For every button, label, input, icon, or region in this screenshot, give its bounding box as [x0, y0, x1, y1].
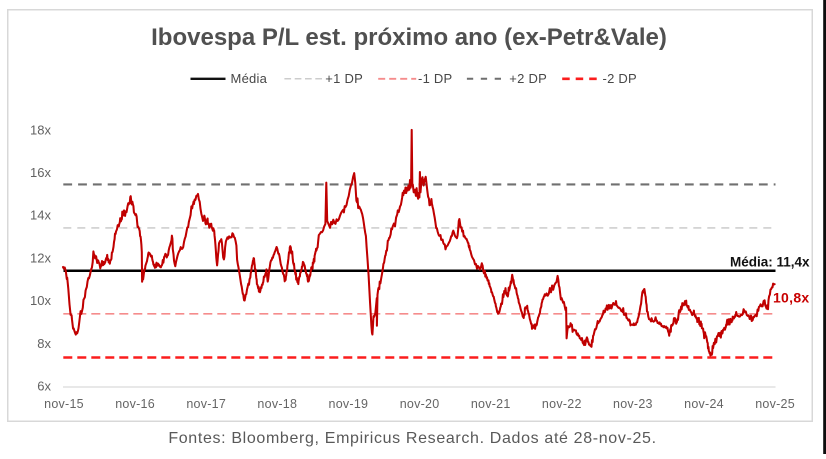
svg-text:nov-25: nov-25	[755, 397, 795, 411]
svg-text:-2 DP: -2 DP	[603, 71, 637, 86]
svg-text:+2 DP: +2 DP	[509, 71, 547, 86]
svg-text:10x: 10x	[30, 293, 51, 308]
svg-text:nov-18: nov-18	[257, 397, 297, 411]
svg-text:nov-24: nov-24	[684, 397, 724, 411]
svg-text:nov-16: nov-16	[115, 397, 155, 411]
svg-text:16x: 16x	[30, 165, 51, 180]
svg-text:+1 DP: +1 DP	[325, 71, 363, 86]
svg-text:14x: 14x	[30, 208, 51, 223]
svg-text:18x: 18x	[30, 122, 51, 137]
svg-text:Média: Média	[231, 71, 268, 86]
svg-text:nov-17: nov-17	[186, 397, 226, 411]
svg-text:12x: 12x	[30, 250, 51, 265]
svg-text:10,8x: 10,8x	[773, 290, 810, 306]
svg-text:nov-15: nov-15	[44, 397, 84, 411]
svg-text:-1 DP: -1 DP	[418, 71, 452, 86]
svg-text:Ibovespa P/L est. próximo ano: Ibovespa P/L est. próximo ano (ex-Petr&V…	[151, 24, 667, 51]
svg-text:nov-22: nov-22	[542, 397, 582, 411]
svg-text:8x: 8x	[37, 336, 51, 351]
svg-text:nov-23: nov-23	[613, 397, 653, 411]
svg-text:6x: 6x	[37, 379, 51, 394]
svg-text:Fontes: Bloomberg, Empiricus R: Fontes: Bloomberg, Empiricus Research. D…	[168, 430, 656, 447]
svg-text:nov-20: nov-20	[400, 397, 440, 411]
svg-text:nov-19: nov-19	[329, 397, 369, 411]
svg-text:Média: 11,4x: Média: 11,4x	[730, 255, 810, 270]
svg-text:nov-21: nov-21	[471, 397, 511, 411]
